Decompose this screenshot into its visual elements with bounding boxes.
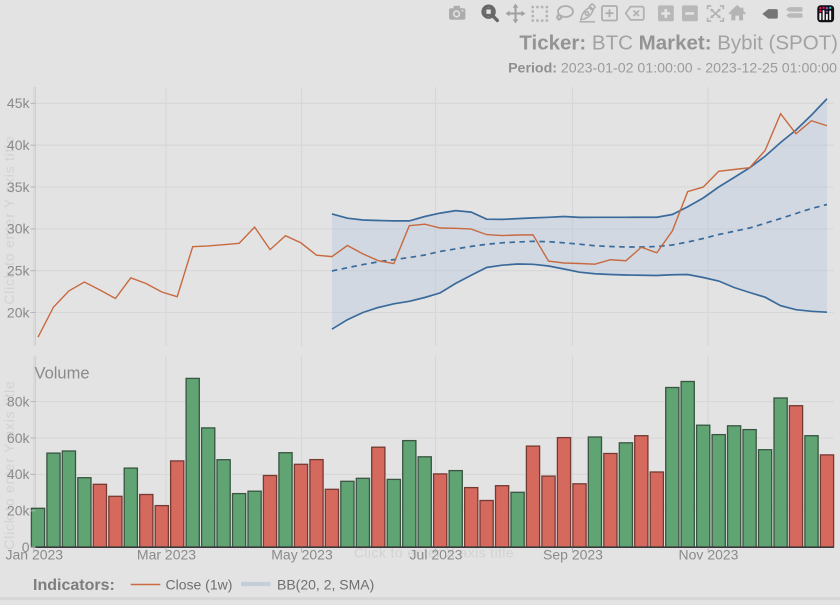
svg-text:Click to enter X axis title: Click to enter X axis title bbox=[354, 545, 514, 561]
svg-text:35k: 35k bbox=[7, 179, 31, 195]
svg-text:Click to enter Y axis title: Click to enter Y axis title bbox=[1, 380, 17, 549]
svg-text:Sep 2023: Sep 2023 bbox=[543, 547, 603, 563]
svg-text:Nov 2023: Nov 2023 bbox=[679, 547, 739, 563]
svg-text:Jul 2023: Jul 2023 bbox=[410, 547, 463, 563]
svg-text:40k: 40k bbox=[7, 137, 31, 153]
svg-text:20k: 20k bbox=[7, 304, 31, 320]
svg-text:Period: 2023-01-02 01:00:00 -: Period: 2023-01-02 01:00:00 - 2023-12-25… bbox=[508, 61, 837, 77]
svg-text:Jan 2023: Jan 2023 bbox=[5, 547, 63, 563]
svg-text:80k: 80k bbox=[7, 393, 31, 409]
svg-text:25k: 25k bbox=[7, 263, 31, 279]
svg-text:May 2023: May 2023 bbox=[271, 547, 333, 563]
svg-text:0: 0 bbox=[22, 539, 30, 555]
svg-text:40k: 40k bbox=[7, 466, 31, 482]
svg-text:Ticker: BTC Market: Bybit (SPO: Ticker: BTC Market: Bybit (SPOT) bbox=[519, 32, 838, 55]
svg-text:Volume: Volume bbox=[35, 365, 90, 383]
svg-text:20k: 20k bbox=[7, 503, 31, 519]
svg-text:30k: 30k bbox=[7, 221, 31, 237]
svg-text:45k: 45k bbox=[7, 95, 31, 111]
svg-text:Mar 2023: Mar 2023 bbox=[137, 547, 196, 563]
svg-text:Close (1w): Close (1w) bbox=[166, 577, 233, 593]
svg-text:BB(20, 2, SMA): BB(20, 2, SMA) bbox=[277, 577, 374, 593]
svg-text:Indicators:: Indicators: bbox=[33, 577, 115, 594]
svg-text:60k: 60k bbox=[7, 430, 31, 446]
svg-text:Click to enter Y axis title: Click to enter Y axis title bbox=[1, 135, 17, 304]
